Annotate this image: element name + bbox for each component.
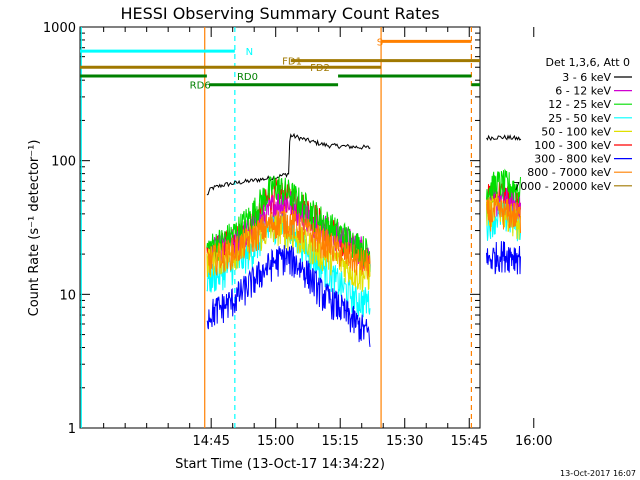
- x-tick-label: 15:30: [386, 434, 423, 449]
- x-tick-label: 15:45: [451, 434, 488, 449]
- x-tick-label: 15:00: [257, 434, 294, 449]
- series-line: [206, 206, 371, 279]
- x-tick-label: 14:45: [192, 434, 229, 449]
- y-tick-label: 10: [59, 288, 76, 303]
- series-line: [206, 190, 371, 270]
- flag-label: FD1: [282, 57, 302, 68]
- x-axis-label: Start Time (13-Oct-17 14:34:22): [175, 457, 385, 472]
- series-line: [486, 241, 521, 275]
- series-line: [486, 197, 521, 234]
- y-tick-label: 100: [51, 155, 76, 170]
- flag-label: RD6: [190, 81, 211, 92]
- legend-entry-label: 3 - 6 keV: [562, 71, 611, 84]
- legend-entry-label: 25 - 50 keV: [548, 112, 611, 125]
- legend-entry-label: 300 - 800 keV: [534, 153, 611, 166]
- series-line: [206, 132, 371, 196]
- chart-title: HESSI Observing Summary Count Rates: [120, 4, 439, 23]
- series-line: [486, 134, 522, 142]
- x-tick-label: 16:00: [515, 434, 552, 449]
- x-tick-label: 15:15: [321, 434, 358, 449]
- timestamp: 13-Oct-2017 16:07: [560, 469, 636, 478]
- series-line: [206, 245, 371, 347]
- y-tick-label: 1: [68, 422, 76, 437]
- y-axis-label: Count Rate (s⁻¹ detector⁻¹): [27, 140, 42, 317]
- legend-entry-label: 800 - 7000 keV: [527, 166, 611, 179]
- legend-entry-label: 6 - 12 keV: [555, 85, 611, 98]
- legend-entry-label: 50 - 100 keV: [541, 125, 611, 138]
- flag-label: RD0: [237, 72, 258, 83]
- series-line: [206, 175, 371, 272]
- flag-label: S: [377, 37, 383, 48]
- series-line: [486, 168, 521, 204]
- flag-label: FD2: [310, 63, 330, 74]
- legend-header: Det 1,3,6, Att 0: [546, 56, 630, 69]
- y-tick-label: 1000: [43, 21, 76, 36]
- legend-entry-label: 7000 - 20000 keV: [513, 180, 611, 193]
- flag-label: N: [246, 47, 253, 58]
- plot-area: 1 10 100 1000 14:45 15:00 15:15 15:30 15:45 16:00…: [43, 21, 553, 449]
- legend-entry-label: 12 - 25 keV: [548, 98, 611, 111]
- legend-entry-label: 100 - 300 keV: [534, 139, 611, 152]
- plot-frame: [79, 26, 481, 429]
